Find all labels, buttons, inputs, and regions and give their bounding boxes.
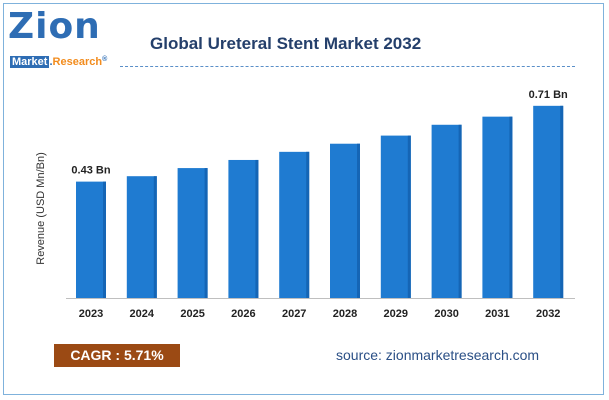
x-tick-label-2023: 2023 [79,308,103,320]
x-tick-label-2025: 2025 [180,308,204,320]
bar-2027 [279,151,310,298]
x-tick-label-2028: 2028 [333,308,357,320]
zion-logo: Zion Market .Research® [8,6,128,86]
bar-shade-2026 [255,159,259,298]
bar-2031 [482,116,513,298]
bar-2026 [228,159,259,298]
x-tick-label-2030: 2030 [434,308,458,320]
bar-2023 [76,181,106,298]
bar-shade-2029 [407,135,411,298]
bar-shade-2023 [103,181,106,298]
bar-2024 [126,176,157,298]
bar-shade-2031 [509,116,513,298]
x-tick-label-2032: 2032 [536,308,560,320]
bar-shade-2027 [306,151,310,298]
data-label-2032: 0.71 Bn [529,89,568,101]
bar-shade-2032 [560,105,564,299]
bar-shade-2030 [458,124,462,298]
x-tick-label-2029: 2029 [384,308,408,320]
chart-title: Global Ureteral Stent Market 2032 [150,34,422,53]
bar-2025 [177,168,208,298]
x-tick-label-2024: 2024 [130,308,155,320]
logo-dot: . [49,56,53,68]
logo-tagline: Market .Research® [10,56,107,68]
bar-2028 [330,143,360,298]
source-text: source: zionmarketresearch.com [336,347,540,363]
bar-shade-2025 [204,168,208,298]
bar-2029 [380,135,411,298]
logo-registered-mark: ® [102,56,108,63]
y-axis-label: Revenue (USD Mn/Bn) [35,152,47,265]
bar-shade-2028 [357,143,360,298]
title-divider [120,66,575,67]
logo-market: Market [10,56,50,68]
bar-2030 [431,124,462,298]
bar-shade-2024 [153,176,157,298]
x-tick-label-2027: 2027 [282,308,306,320]
cagr-badge: CAGR : 5.71% [54,344,180,367]
bar-2032 [533,105,564,299]
logo-research: Research [52,56,103,68]
x-tick-label-2031: 2031 [485,308,509,320]
data-label-2023: 0.43 Bn [71,165,110,177]
logo-brand: Zion [8,6,101,47]
x-tick-label-2026: 2026 [231,308,255,320]
